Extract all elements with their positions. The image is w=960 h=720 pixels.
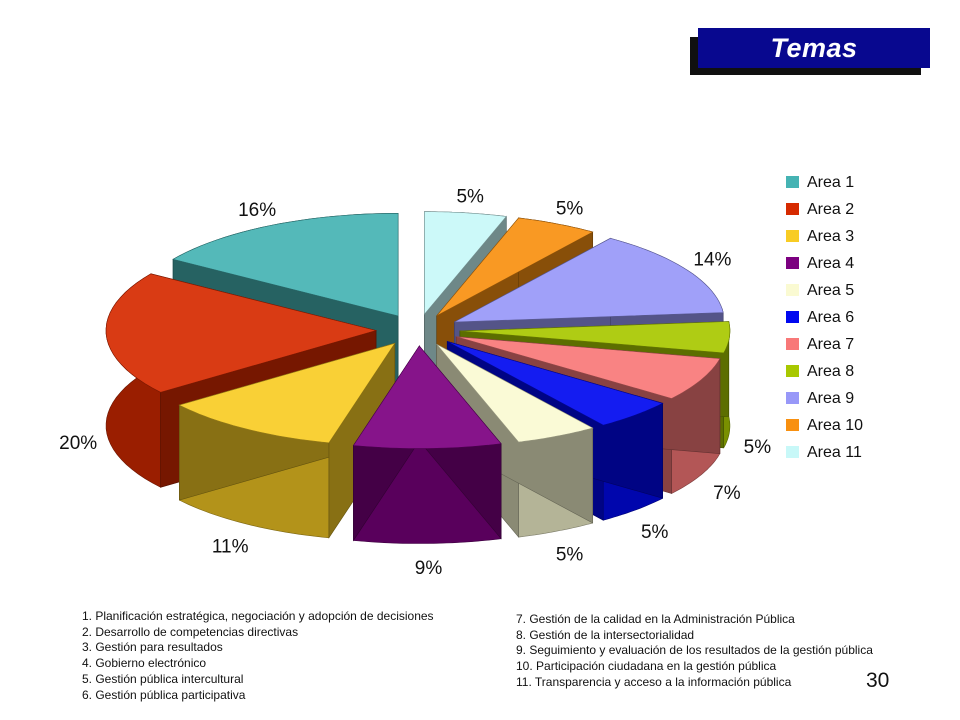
legend-swatch	[786, 284, 799, 296]
legend-swatch	[786, 311, 799, 323]
slice-label: 9%	[415, 558, 443, 579]
note-item: 6. Gestión pública participativa	[82, 687, 246, 702]
legend-label: Area 10	[807, 417, 863, 434]
notes-right: 7. Gestión de la calidad en la Administr…	[516, 612, 873, 691]
legend-label: Area 9	[807, 390, 854, 407]
pie-slices	[105, 211, 731, 544]
notes-left: 1. Planificación estratégica, negociació…	[82, 609, 434, 703]
legend-label: Area 8	[807, 363, 854, 380]
note-item: 1. Planificación estratégica, negociació…	[82, 609, 434, 623]
legend-label: Area 2	[807, 201, 854, 218]
slice-label: 20%	[59, 433, 97, 454]
note-item: 2. Desarrollo de competencias directivas	[82, 624, 299, 639]
legend-label: Area 7	[807, 336, 854, 353]
legend-label: Area 1	[807, 174, 854, 191]
slice-label: 11%	[212, 537, 249, 558]
slice-label: 5%	[556, 545, 584, 566]
legend-swatch	[786, 338, 799, 350]
legend: Area 1 Area 2 Area 3 Area 4 Area 5 Area 6 Area…	[786, 174, 863, 461]
note-item: 11. Transparencia y acceso a la informac…	[516, 674, 792, 689]
note-item: 10. Participación ciudadana en la gestió…	[516, 659, 777, 674]
note-item: 7. Gestión de la calidad en la Administr…	[516, 612, 795, 626]
note-item: 8. Gestión de la intersectorialidad	[516, 627, 695, 642]
legend-swatch	[786, 419, 799, 431]
slice-label: 5%	[456, 186, 484, 207]
legend-swatch	[786, 392, 799, 404]
slide-title: Temas	[698, 28, 930, 68]
legend-label: Area 5	[807, 282, 854, 299]
legend-label: Area 11	[807, 444, 862, 461]
pie-labels: 16% 20% 11% 9% 5% 5% 7% 5% 14% 5% 5%	[59, 186, 771, 579]
slice-label: 14%	[693, 249, 731, 270]
legend-label: Area 4	[807, 255, 854, 272]
note-item: 9. Seguimiento y evaluación de los resul…	[516, 643, 873, 658]
slice-label: 5%	[556, 198, 584, 219]
legend-label: Area 3	[807, 228, 854, 245]
pie-slice	[352, 344, 502, 544]
legend-swatch	[786, 176, 799, 188]
slice-label: 7%	[713, 483, 741, 504]
slice-label: 5%	[744, 437, 772, 458]
legend-swatch	[786, 446, 799, 458]
slice-label: 16%	[238, 200, 276, 221]
legend-swatch	[786, 365, 799, 377]
note-item: 4. Gobierno electrónico	[82, 656, 207, 671]
legend-swatch	[786, 203, 799, 215]
legend-swatch	[786, 230, 799, 242]
legend-label: Area 6	[807, 309, 854, 326]
page-number: 30	[866, 669, 890, 692]
note-item: 5. Gestión pública intercultural	[82, 671, 244, 686]
legend-swatch	[786, 257, 799, 269]
note-item: 3. Gestión para resultados	[82, 640, 223, 655]
slice-label: 5%	[641, 522, 669, 543]
